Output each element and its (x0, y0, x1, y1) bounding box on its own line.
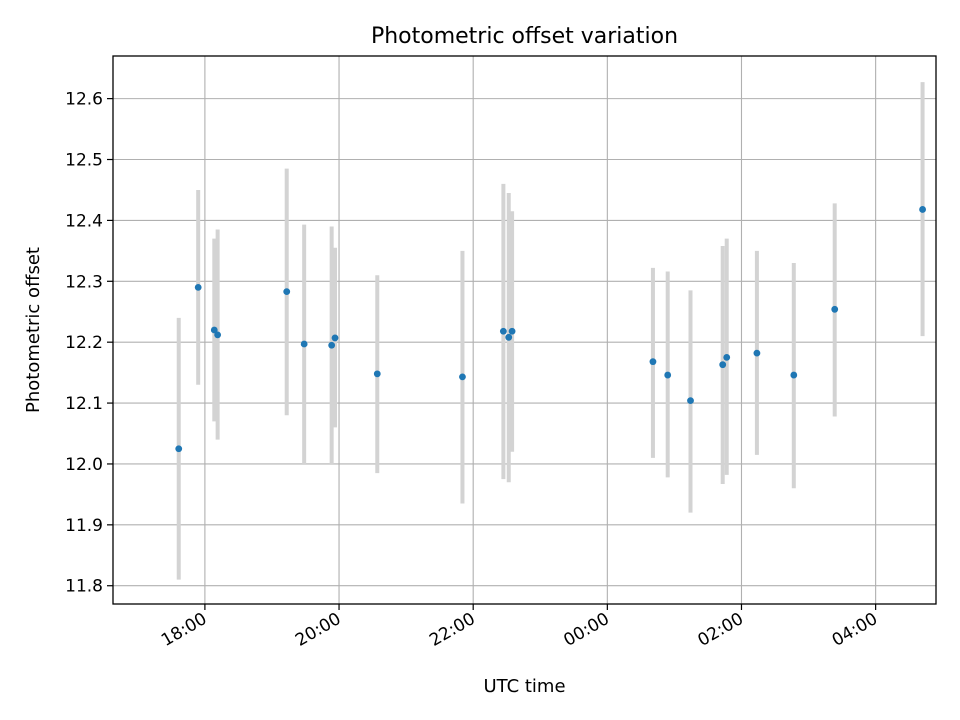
data-point (508, 327, 516, 335)
y-tick-label: 12.5 (65, 151, 103, 171)
data-point (194, 283, 202, 291)
data-point (331, 334, 339, 342)
y-tick-label: 12.4 (65, 211, 103, 231)
data-point (210, 326, 218, 334)
plot-frame (112, 55, 937, 605)
x-axis-label: UTC time (483, 676, 565, 697)
data-point (719, 361, 727, 369)
data-point (664, 371, 672, 379)
data-point (175, 445, 183, 453)
y-axis: 11.8 11.9 12.0 12.1 12.2 12.3 12.4 12.5 12.6 (65, 90, 113, 597)
data-point (214, 331, 222, 339)
data-point (919, 206, 926, 213)
data-point (505, 333, 513, 341)
y-tick-label: 12.1 (65, 394, 103, 414)
data-point (831, 305, 839, 313)
data-point (328, 341, 336, 349)
data-point (300, 340, 308, 348)
y-axis-label: Photometric offset (23, 247, 44, 413)
data-point (790, 371, 798, 379)
data-point (373, 370, 381, 378)
y-tick-label: 11.9 (65, 516, 103, 536)
y-tick-label: 12.2 (65, 333, 103, 353)
data-point (283, 288, 291, 296)
data-point (649, 358, 657, 366)
data-point (459, 373, 466, 381)
data-point (753, 349, 761, 357)
y-tick-label: 12.3 (65, 272, 103, 292)
grid (113, 56, 936, 604)
data-markers (175, 206, 926, 453)
y-tick-label: 12.0 (65, 455, 103, 475)
chart-title: Photometric offset variation (371, 24, 678, 49)
data-point (723, 354, 731, 361)
data-point (687, 397, 694, 405)
y-tick-label: 11.8 (65, 577, 103, 597)
y-tick-label: 12.6 (65, 90, 103, 110)
data-point (499, 327, 507, 335)
